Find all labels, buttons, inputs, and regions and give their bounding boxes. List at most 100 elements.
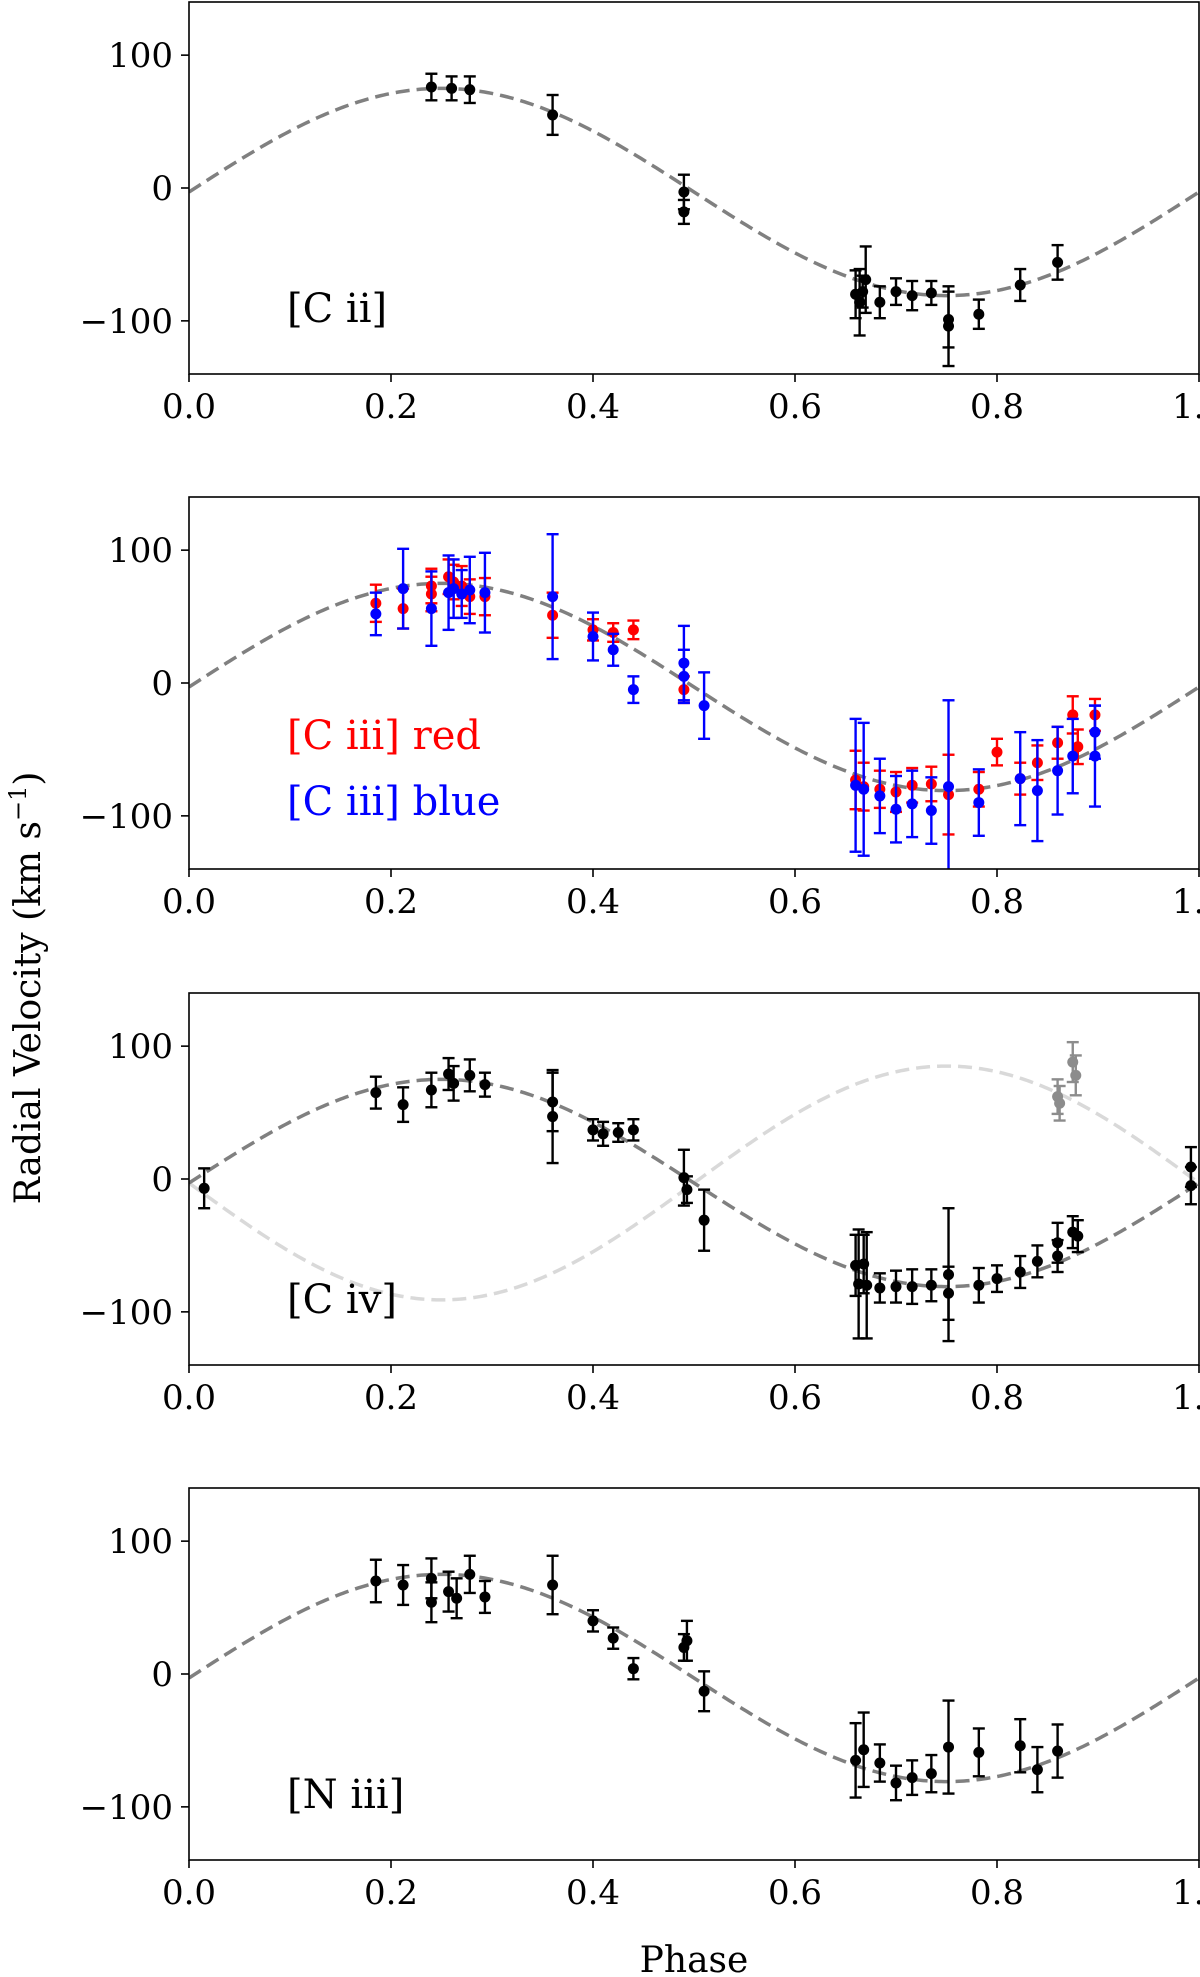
fit-curve xyxy=(189,1572,1199,1784)
data-point xyxy=(370,1087,382,1099)
data-point xyxy=(464,1568,476,1580)
data-point xyxy=(587,1124,599,1136)
data-point xyxy=(925,1768,937,1780)
series-2 xyxy=(369,533,1101,869)
data-point xyxy=(906,798,918,810)
data-point xyxy=(698,700,710,712)
data-point xyxy=(448,583,460,595)
data-point xyxy=(1072,1230,1084,1242)
data-point xyxy=(1014,1740,1026,1752)
y-tick-label: 0 xyxy=(151,1655,173,1695)
data-point xyxy=(858,1744,870,1756)
y-tick-label: −100 xyxy=(80,302,173,342)
x-tick-label: 1.0 xyxy=(1172,1873,1200,1913)
data-point xyxy=(853,1278,865,1290)
alias-fit-curve xyxy=(189,1064,1199,1302)
data-point xyxy=(397,1099,409,1111)
data-point xyxy=(1014,1266,1026,1278)
x-tick-label: 0.2 xyxy=(364,1378,418,1418)
data-point xyxy=(681,1635,693,1647)
data-point xyxy=(587,1615,599,1627)
data-point xyxy=(925,287,937,299)
data-point xyxy=(425,1572,437,1584)
x-tick-label: 0.8 xyxy=(970,387,1024,427)
x-tick-label: 0.8 xyxy=(970,1873,1024,1913)
data-point xyxy=(627,684,639,696)
y-tick-label: 100 xyxy=(108,531,173,571)
data-point xyxy=(547,591,559,603)
data-point xyxy=(858,783,870,795)
x-tick-label: 0.0 xyxy=(162,1378,216,1418)
data-point xyxy=(890,286,902,298)
fit-curve xyxy=(189,86,1199,298)
x-tick-label: 1.0 xyxy=(1172,387,1200,427)
ion-label: [C iii] blue xyxy=(287,779,500,825)
data-point xyxy=(425,603,437,615)
data-point xyxy=(1067,709,1079,721)
data-point xyxy=(1014,279,1026,291)
data-point xyxy=(370,608,382,620)
x-tick-label: 0.2 xyxy=(364,1873,418,1913)
series-2 xyxy=(1051,1040,1082,1122)
data-point xyxy=(925,1279,937,1291)
ion-label: [C ii] xyxy=(287,286,387,332)
data-point xyxy=(627,1124,639,1136)
y-tick-label: 100 xyxy=(108,1027,173,1067)
data-point xyxy=(627,1663,639,1675)
data-point xyxy=(925,805,937,817)
x-tick-label: 0.4 xyxy=(566,882,620,922)
data-point xyxy=(906,290,918,302)
plot-area xyxy=(189,72,1199,368)
data-point xyxy=(1072,741,1084,753)
y-tick-label: 100 xyxy=(108,1522,173,1562)
data-point xyxy=(1052,256,1064,268)
x-tick-label: 1.0 xyxy=(1172,1378,1200,1418)
x-tick-label: 0.0 xyxy=(162,1873,216,1913)
data-point xyxy=(850,1754,862,1766)
data-point xyxy=(397,1579,409,1591)
y-tick-label: −100 xyxy=(80,1788,173,1828)
data-point xyxy=(627,624,639,636)
series-1 xyxy=(425,72,1064,368)
data-point xyxy=(425,1084,437,1096)
data-point xyxy=(698,1685,710,1697)
data-point xyxy=(973,1746,985,1758)
data-point xyxy=(861,1279,873,1291)
data-point xyxy=(1054,1097,1066,1109)
data-point xyxy=(597,1128,609,1140)
data-point xyxy=(678,206,690,218)
y-tick-label: −100 xyxy=(80,797,173,837)
y-tick-label: 0 xyxy=(151,1160,173,1200)
y-tick-label: 0 xyxy=(151,169,173,209)
data-point xyxy=(991,1273,1003,1285)
x-tick-label: 0.6 xyxy=(768,387,822,427)
data-point xyxy=(906,1772,918,1784)
data-point xyxy=(1070,1069,1082,1081)
data-point xyxy=(890,1777,902,1789)
data-point xyxy=(973,308,985,320)
y-tick-label: −100 xyxy=(80,1293,173,1333)
ion-label: [C iv] xyxy=(287,1277,397,1323)
y-axis-label-text: Radial Velocity (km s xyxy=(8,821,49,1204)
x-tick-label: 1.0 xyxy=(1172,882,1200,922)
data-point xyxy=(425,81,437,93)
data-point xyxy=(874,1757,886,1769)
series-1 xyxy=(198,1056,1197,1343)
x-tick-label: 0.2 xyxy=(364,882,418,922)
data-point xyxy=(698,1214,710,1226)
data-point xyxy=(1185,1180,1197,1192)
data-point xyxy=(1067,750,1079,762)
data-point xyxy=(681,1184,693,1196)
x-tick-label: 0.4 xyxy=(566,1873,620,1913)
x-tick-label: 0.8 xyxy=(970,1378,1024,1418)
y-axis-label-close: ) xyxy=(8,772,49,786)
data-point xyxy=(943,1287,955,1299)
data-point xyxy=(464,1069,476,1081)
data-point xyxy=(547,1111,559,1123)
data-point xyxy=(587,631,599,642)
data-point xyxy=(1052,1237,1064,1249)
x-tick-label: 0.4 xyxy=(566,387,620,427)
data-point xyxy=(943,1741,955,1753)
data-point xyxy=(464,584,476,596)
